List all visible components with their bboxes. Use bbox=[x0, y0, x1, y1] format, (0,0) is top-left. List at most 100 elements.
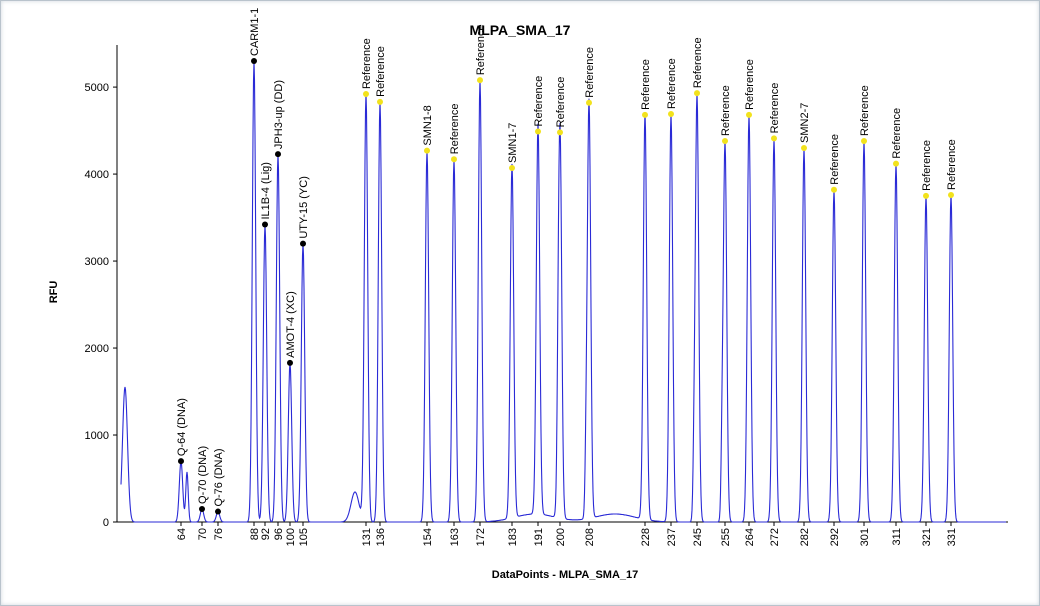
x-tick-label: 272 bbox=[769, 528, 781, 546]
y-axis-label: RFU bbox=[48, 281, 60, 304]
peak-label: Reference bbox=[720, 85, 732, 136]
peak-label: Reference bbox=[921, 140, 933, 191]
y-tick-label: 3000 bbox=[85, 256, 109, 268]
x-tick-label: 245 bbox=[692, 528, 704, 546]
peak-marker bbox=[424, 147, 430, 154]
x-tick-label: 183 bbox=[507, 528, 519, 546]
peak-marker bbox=[746, 111, 752, 118]
peak-marker bbox=[300, 240, 306, 247]
x-tick-label: 200 bbox=[555, 528, 567, 546]
peak-marker bbox=[923, 192, 929, 199]
x-tick-label: 92 bbox=[260, 528, 272, 540]
peak-label: Reference bbox=[946, 139, 958, 190]
peak-label: Reference bbox=[829, 134, 841, 185]
peak-marker bbox=[694, 90, 700, 97]
peak-marker bbox=[275, 151, 281, 158]
plot-layer: 0 1000 2000 3000 4000 5000 Q-64 (DNA) 64 Q-70 (D… bbox=[85, 8, 1008, 546]
x-tick-label: 301 bbox=[859, 528, 871, 546]
x-tick-label: 191 bbox=[533, 528, 545, 546]
y-tick-label: 4000 bbox=[85, 169, 109, 181]
peak-label: Reference bbox=[769, 83, 781, 134]
peak-marker bbox=[477, 77, 483, 84]
x-tick-label: 163 bbox=[449, 528, 461, 546]
peak-marker bbox=[948, 191, 954, 198]
peak-marker bbox=[535, 128, 541, 135]
peak-marker bbox=[509, 164, 515, 171]
peak-marker bbox=[251, 58, 257, 64]
x-tick-label: 292 bbox=[829, 528, 841, 546]
peak-marker bbox=[722, 138, 728, 145]
x-tick-label: 228 bbox=[640, 528, 652, 546]
peak-label: IL1B-4 (Lig) bbox=[260, 162, 272, 219]
peak-marker bbox=[199, 505, 205, 512]
x-tick-label: 331 bbox=[946, 528, 958, 546]
y-tick-label: 2000 bbox=[85, 343, 109, 355]
x-tick-label: 154 bbox=[422, 528, 434, 546]
peak-label: Reference bbox=[692, 37, 704, 88]
peak-marker bbox=[668, 111, 674, 118]
x-tick-label: 311 bbox=[891, 528, 903, 546]
peak-label: Reference bbox=[891, 108, 903, 159]
peak-label: Reference bbox=[555, 77, 567, 128]
x-tick-label: 321 bbox=[921, 528, 933, 546]
peak-marker bbox=[363, 91, 369, 98]
peak-marker bbox=[215, 508, 221, 515]
peak-marker bbox=[557, 129, 563, 136]
peak-label: Reference bbox=[666, 58, 678, 109]
y-tick-label: 1000 bbox=[85, 430, 109, 442]
peak-label: Reference bbox=[859, 85, 871, 136]
peak-label: Reference bbox=[584, 47, 596, 98]
peak-label: Reference bbox=[475, 24, 487, 75]
peak-label: Q-70 (DNA) bbox=[197, 446, 209, 504]
x-tick-label: 100 bbox=[285, 528, 297, 546]
peak-marker bbox=[262, 221, 268, 228]
x-tick-label: 172 bbox=[475, 528, 487, 546]
x-tick-label: 96 bbox=[273, 528, 285, 540]
x-tick-label: 237 bbox=[666, 528, 678, 546]
peak-marker bbox=[451, 156, 457, 163]
y-tick-label: 5000 bbox=[85, 82, 109, 94]
x-tick-label: 76 bbox=[213, 528, 225, 540]
peak-label: AMOT-4 (XC) bbox=[285, 291, 297, 358]
peak-label: Q-64 (DNA) bbox=[176, 398, 188, 456]
electropherogram-trace bbox=[120, 60, 1006, 523]
x-tick-label: 208 bbox=[584, 528, 596, 546]
x-tick-label: 131 bbox=[361, 528, 373, 546]
peak-marker bbox=[861, 138, 867, 145]
peak-marker bbox=[586, 99, 592, 106]
peak-label: Reference bbox=[744, 59, 756, 110]
x-axis-label: DataPoints - MLPA_SMA_17 bbox=[492, 569, 639, 581]
peak-marker bbox=[287, 359, 293, 366]
peak-marker bbox=[377, 98, 383, 105]
peak-label: Reference bbox=[533, 76, 545, 127]
x-tick-label: 282 bbox=[799, 528, 811, 546]
peak-marker bbox=[642, 111, 648, 118]
x-tick-label: 264 bbox=[744, 528, 756, 546]
x-tick-label: 88 bbox=[249, 528, 261, 540]
peak-label: SMN1-7 bbox=[507, 123, 519, 163]
peak-marker bbox=[178, 458, 184, 465]
peak-label: UTY-15 (YC) bbox=[298, 176, 310, 239]
peak-marker bbox=[801, 144, 807, 151]
peak-label: Reference bbox=[449, 104, 461, 155]
peak-label: JPH3-up (DD) bbox=[273, 80, 285, 149]
peak-marker bbox=[771, 135, 777, 142]
x-tick-label: 136 bbox=[375, 528, 387, 546]
peak-label: SMN2-7 bbox=[799, 103, 811, 143]
x-tick-label: 70 bbox=[197, 528, 209, 540]
peak-label: Reference bbox=[361, 38, 373, 89]
y-tick-label: 0 bbox=[103, 517, 109, 529]
x-tick-label: 255 bbox=[720, 528, 732, 546]
peak-label: Q-76 (DNA) bbox=[213, 448, 225, 506]
peak-label: Reference bbox=[375, 46, 387, 97]
peak-label: CARM1-1 bbox=[249, 8, 261, 56]
peak-marker bbox=[893, 160, 899, 167]
peak-label: Reference bbox=[640, 59, 652, 110]
x-tick-label: 64 bbox=[176, 528, 188, 540]
peak-marker bbox=[831, 186, 837, 193]
x-tick-label: 105 bbox=[298, 528, 310, 546]
chart-title: MLPA_SMA_17 bbox=[470, 22, 571, 38]
peak-label: SMN1-8 bbox=[422, 105, 434, 145]
